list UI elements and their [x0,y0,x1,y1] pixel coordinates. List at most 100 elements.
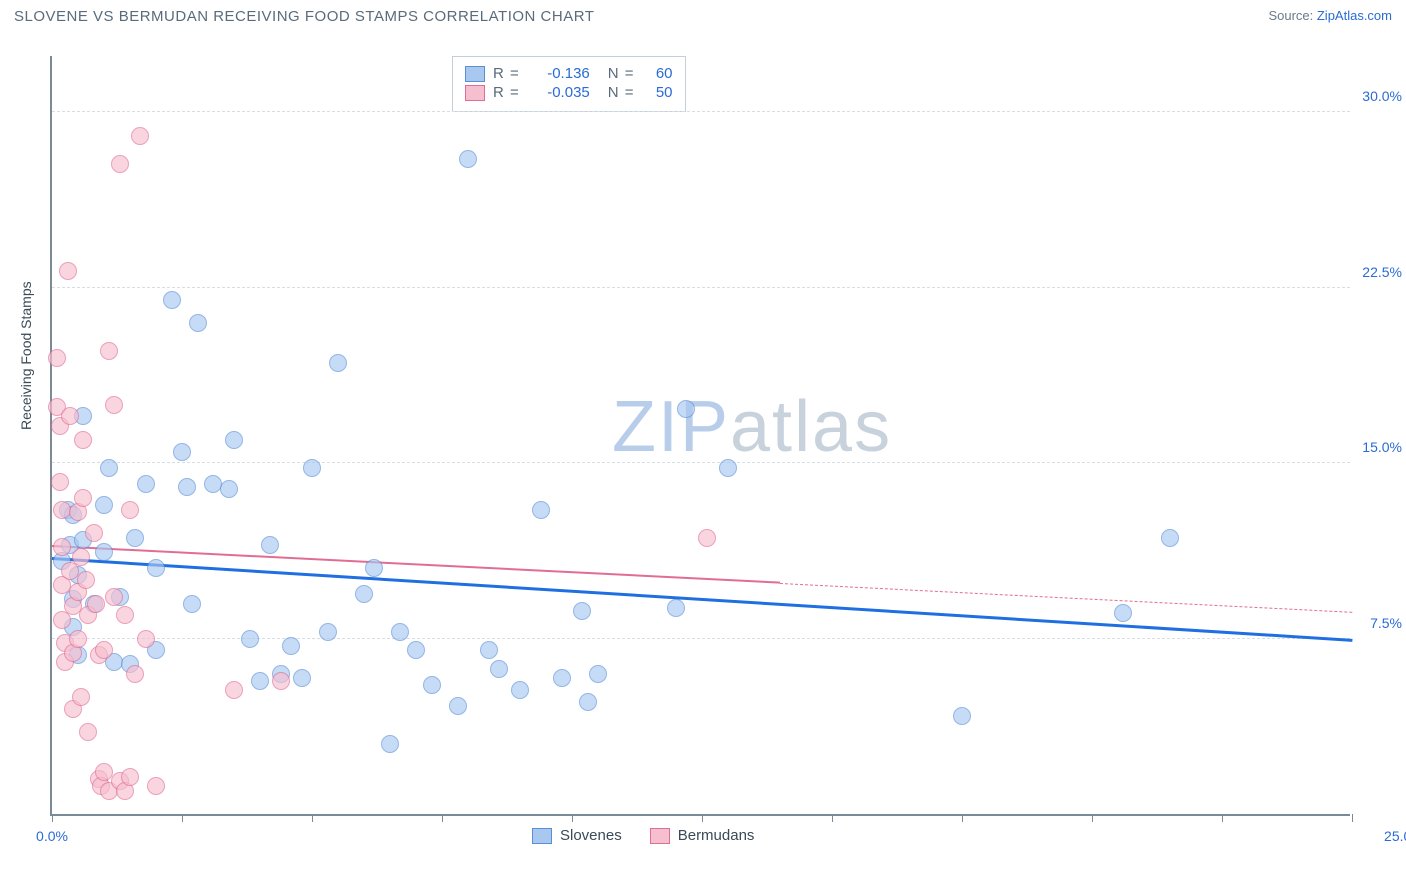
x-tick-label: 25.0% [1384,828,1406,844]
watermark-atlas: atlas [730,387,892,467]
data-point [74,431,92,449]
x-tick [572,814,573,822]
series-legend-item: Slovenes [532,827,622,844]
chart-header: SLOVENE VS BERMUDAN RECEIVING FOOD STAMP… [0,0,1406,40]
x-tick [832,814,833,822]
legend-swatch [532,828,552,844]
data-point [189,314,207,332]
data-point [532,501,550,519]
data-point [573,602,591,620]
series-label: Slovenes [560,827,622,844]
data-point [95,496,113,514]
legend-swatch [465,66,485,82]
data-point [121,501,139,519]
x-tick [702,814,703,822]
data-point [355,585,373,603]
data-point [1161,529,1179,547]
data-point [61,407,79,425]
data-point [72,548,90,566]
data-point [105,396,123,414]
data-point [220,480,238,498]
data-point [53,538,71,556]
data-point [553,669,571,687]
data-point [423,676,441,694]
x-tick [52,814,53,822]
grid-line [52,462,1350,463]
data-point [79,723,97,741]
data-point [173,443,191,461]
n-value: 60 [643,65,673,82]
data-point [126,665,144,683]
grid-line [52,111,1350,112]
data-point [391,623,409,641]
data-point [72,688,90,706]
chart-title: SLOVENE VS BERMUDAN RECEIVING FOOD STAMP… [14,8,594,25]
n-label: N = [608,65,635,82]
data-point [303,459,321,477]
data-point [183,595,201,613]
data-point [48,349,66,367]
source-link[interactable]: ZipAtlas.com [1317,8,1392,23]
data-point [579,693,597,711]
data-point [126,529,144,547]
data-point [131,127,149,145]
data-point [667,599,685,617]
x-tick [312,814,313,822]
legend-swatch [465,85,485,101]
data-point [147,777,165,795]
data-point [698,529,716,547]
data-point [319,623,337,641]
data-point [272,672,290,690]
series-legend-item: Bermudans [650,827,755,844]
r-value: -0.136 [528,65,590,82]
data-point [95,543,113,561]
data-point [449,697,467,715]
n-value: 50 [643,84,673,101]
x-tick [1222,814,1223,822]
data-point [137,630,155,648]
stats-legend-row: R =-0.035N =50 [465,84,673,101]
data-point [511,681,529,699]
data-point [178,478,196,496]
data-point [459,150,477,168]
data-point [241,630,259,648]
scatter-plot: ZIPatlas R =-0.136N =60R =-0.035N =50 Sl… [50,56,1350,816]
data-point [100,342,118,360]
x-tick [962,814,963,822]
x-tick [1352,814,1353,822]
series-label: Bermudans [678,827,755,844]
data-point [69,630,87,648]
r-label: R = [493,65,520,82]
y-tick-label: 22.5% [1362,264,1402,280]
data-point [293,669,311,687]
data-point [282,637,300,655]
stats-legend: R = -0.136 N = 60R = -0.035 N = 50 [452,56,686,112]
x-tick-label: 0.0% [36,828,68,844]
data-point [480,641,498,659]
watermark-zip: ZIP [612,387,730,467]
r-value: -0.035 [528,84,590,101]
data-point [490,660,508,678]
x-tick [182,814,183,822]
data-point [225,431,243,449]
data-point [87,595,105,613]
y-tick-label: 30.0% [1362,88,1402,104]
y-tick-label: 15.0% [1362,439,1402,455]
data-point [163,291,181,309]
stats-legend-row: R = -0.136 N = 60 [465,65,673,82]
data-point [137,475,155,493]
data-point [147,559,165,577]
legend-swatch [650,828,670,844]
data-point [59,262,77,280]
n-label: N = [608,84,635,101]
data-point [261,536,279,554]
data-point [719,459,737,477]
data-point [95,641,113,659]
data-point [85,524,103,542]
data-point [121,768,139,786]
data-point [329,354,347,372]
y-axis-label: Receiving Food Stamps [18,281,34,430]
data-point [589,665,607,683]
data-point [100,459,118,477]
data-point [677,400,695,418]
